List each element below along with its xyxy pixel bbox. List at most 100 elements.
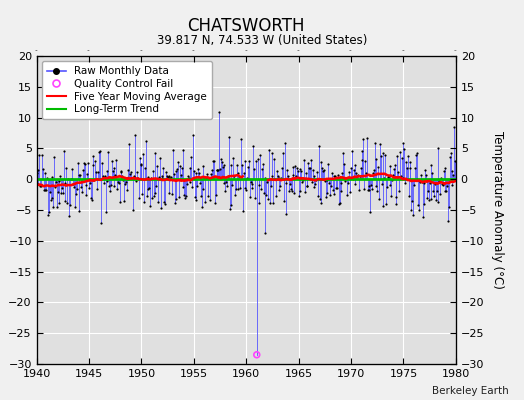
Point xyxy=(408,197,417,204)
Point xyxy=(402,159,410,166)
Point xyxy=(310,173,319,180)
Point xyxy=(119,177,127,184)
Point xyxy=(237,136,245,142)
Point xyxy=(121,180,129,187)
Point xyxy=(144,185,152,192)
Point xyxy=(86,180,94,186)
Point xyxy=(274,172,282,179)
Point xyxy=(318,165,326,171)
Point xyxy=(181,194,189,201)
Point xyxy=(341,178,349,184)
Point xyxy=(35,152,43,158)
Point xyxy=(335,200,344,206)
Point xyxy=(346,189,354,195)
Title: CHATSWORTH: CHATSWORTH xyxy=(188,17,305,35)
Point xyxy=(315,196,324,202)
Point xyxy=(233,186,242,192)
Point xyxy=(122,179,130,186)
Point xyxy=(438,180,446,187)
Point xyxy=(306,165,314,171)
Point xyxy=(267,182,275,189)
Point xyxy=(293,168,302,174)
Point xyxy=(92,169,100,176)
Point xyxy=(359,136,367,142)
Point xyxy=(88,196,96,203)
Point xyxy=(430,192,438,199)
Point xyxy=(136,155,144,161)
Point xyxy=(177,172,185,178)
Point xyxy=(145,184,154,191)
Point xyxy=(80,159,88,166)
Point xyxy=(128,175,136,181)
Point xyxy=(107,158,116,164)
Point xyxy=(39,166,47,172)
Point xyxy=(296,188,304,195)
Point xyxy=(382,201,390,207)
Point xyxy=(126,170,134,177)
Point xyxy=(348,148,356,154)
Point xyxy=(71,204,79,210)
Point xyxy=(212,167,221,173)
Point xyxy=(242,186,250,193)
Point xyxy=(204,174,213,181)
Point xyxy=(403,165,411,172)
Point xyxy=(69,180,78,187)
Point xyxy=(50,154,58,161)
Point xyxy=(133,169,141,175)
Point xyxy=(381,152,389,158)
Point xyxy=(82,182,91,188)
Point xyxy=(427,196,435,202)
Point xyxy=(406,165,414,171)
Point xyxy=(386,163,395,170)
Point xyxy=(325,180,333,186)
Point xyxy=(43,175,51,181)
Point xyxy=(152,182,160,189)
Point xyxy=(217,156,225,162)
Point xyxy=(329,187,337,193)
Point xyxy=(442,188,451,194)
Point xyxy=(263,179,271,185)
Point xyxy=(439,182,447,188)
Point xyxy=(366,209,375,216)
Point xyxy=(304,160,312,166)
Point xyxy=(352,170,361,176)
Point xyxy=(360,186,368,192)
Point xyxy=(62,165,71,172)
Point xyxy=(412,176,421,182)
Point xyxy=(376,141,384,148)
Point xyxy=(299,177,307,183)
Point xyxy=(221,188,230,194)
Point xyxy=(238,208,247,214)
Point xyxy=(278,165,286,172)
Point xyxy=(81,191,90,198)
Point xyxy=(357,148,366,154)
Point xyxy=(32,170,41,176)
Point xyxy=(284,172,292,179)
Point xyxy=(431,180,439,187)
Point xyxy=(175,193,183,200)
Point xyxy=(192,170,201,177)
Point xyxy=(199,163,208,169)
Point xyxy=(363,135,371,141)
Point xyxy=(41,187,50,193)
Point xyxy=(68,166,76,172)
Point xyxy=(397,173,405,180)
Point xyxy=(89,162,97,168)
Point xyxy=(216,166,224,172)
Point xyxy=(303,183,312,189)
Point xyxy=(336,188,345,194)
Point xyxy=(220,180,228,186)
Point xyxy=(339,150,347,156)
Point xyxy=(450,124,458,130)
Point xyxy=(264,196,272,202)
Point xyxy=(229,155,237,161)
Point xyxy=(110,182,118,189)
Point xyxy=(355,187,363,193)
Point xyxy=(120,198,128,204)
Point xyxy=(37,183,45,189)
Point xyxy=(345,169,354,175)
Point xyxy=(128,207,137,213)
Point xyxy=(235,172,244,179)
Point xyxy=(176,162,184,169)
Point xyxy=(374,164,383,171)
